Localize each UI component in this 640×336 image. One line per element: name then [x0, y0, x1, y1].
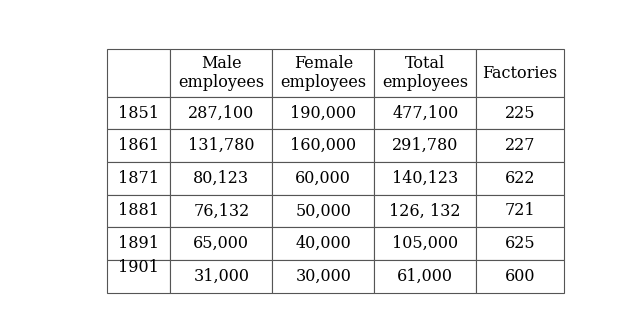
Text: 190,000: 190,000	[291, 104, 356, 122]
Bar	[273, 49, 374, 97]
Text: 477,100: 477,100	[392, 104, 458, 122]
Bar	[108, 227, 170, 260]
Bar	[108, 260, 170, 293]
Text: Factories: Factories	[483, 65, 557, 82]
Bar	[108, 97, 170, 129]
Text: 30,000: 30,000	[296, 268, 351, 285]
Text: 131,780: 131,780	[188, 137, 255, 154]
Text: 1901: 1901	[118, 259, 159, 276]
Text: 65,000: 65,000	[193, 235, 250, 252]
Bar	[108, 162, 170, 195]
Text: 40,000: 40,000	[296, 235, 351, 252]
Bar	[273, 97, 374, 129]
Bar	[170, 49, 273, 97]
Bar	[374, 260, 476, 293]
Bar	[108, 195, 170, 227]
Bar	[374, 162, 476, 195]
Bar	[374, 195, 476, 227]
Text: 160,000: 160,000	[291, 137, 356, 154]
Text: 1891: 1891	[118, 235, 159, 252]
Bar	[273, 129, 374, 162]
Bar	[476, 227, 564, 260]
Bar	[476, 49, 564, 97]
Text: 625: 625	[504, 235, 535, 252]
Bar	[170, 97, 273, 129]
Text: 140,123: 140,123	[392, 170, 458, 187]
Bar	[273, 260, 374, 293]
Bar	[476, 129, 564, 162]
Text: 1871: 1871	[118, 170, 159, 187]
Bar	[273, 195, 374, 227]
Text: 1861: 1861	[118, 137, 159, 154]
Text: 600: 600	[505, 268, 535, 285]
Text: Male
employees: Male employees	[179, 55, 264, 91]
Text: 60,000: 60,000	[296, 170, 351, 187]
Text: 1851: 1851	[118, 104, 159, 122]
Text: 622: 622	[505, 170, 535, 187]
Text: 126, 132: 126, 132	[390, 203, 461, 219]
Text: 227: 227	[505, 137, 535, 154]
Text: 1881: 1881	[118, 203, 159, 219]
Bar	[476, 162, 564, 195]
Text: 287,100: 287,100	[188, 104, 255, 122]
Bar	[476, 260, 564, 293]
Bar	[374, 129, 476, 162]
Bar	[273, 227, 374, 260]
Text: 31,000: 31,000	[193, 268, 250, 285]
Text: 80,123: 80,123	[193, 170, 250, 187]
Text: 50,000: 50,000	[296, 203, 351, 219]
Bar	[476, 195, 564, 227]
Bar	[170, 195, 273, 227]
Bar	[170, 260, 273, 293]
Bar	[476, 97, 564, 129]
Text: Female
employees: Female employees	[280, 55, 366, 91]
Text: 105,000: 105,000	[392, 235, 458, 252]
Bar	[108, 49, 170, 97]
Bar	[108, 129, 170, 162]
Text: Total
employees: Total employees	[382, 55, 468, 91]
Bar	[170, 162, 273, 195]
Bar	[374, 49, 476, 97]
Bar	[170, 227, 273, 260]
Text: 76,132: 76,132	[193, 203, 250, 219]
Text: 61,000: 61,000	[397, 268, 453, 285]
Bar	[273, 162, 374, 195]
Text: 721: 721	[504, 203, 535, 219]
Text: 291,780: 291,780	[392, 137, 458, 154]
Text: 225: 225	[505, 104, 535, 122]
Bar	[374, 97, 476, 129]
Bar	[170, 129, 273, 162]
Bar	[374, 227, 476, 260]
